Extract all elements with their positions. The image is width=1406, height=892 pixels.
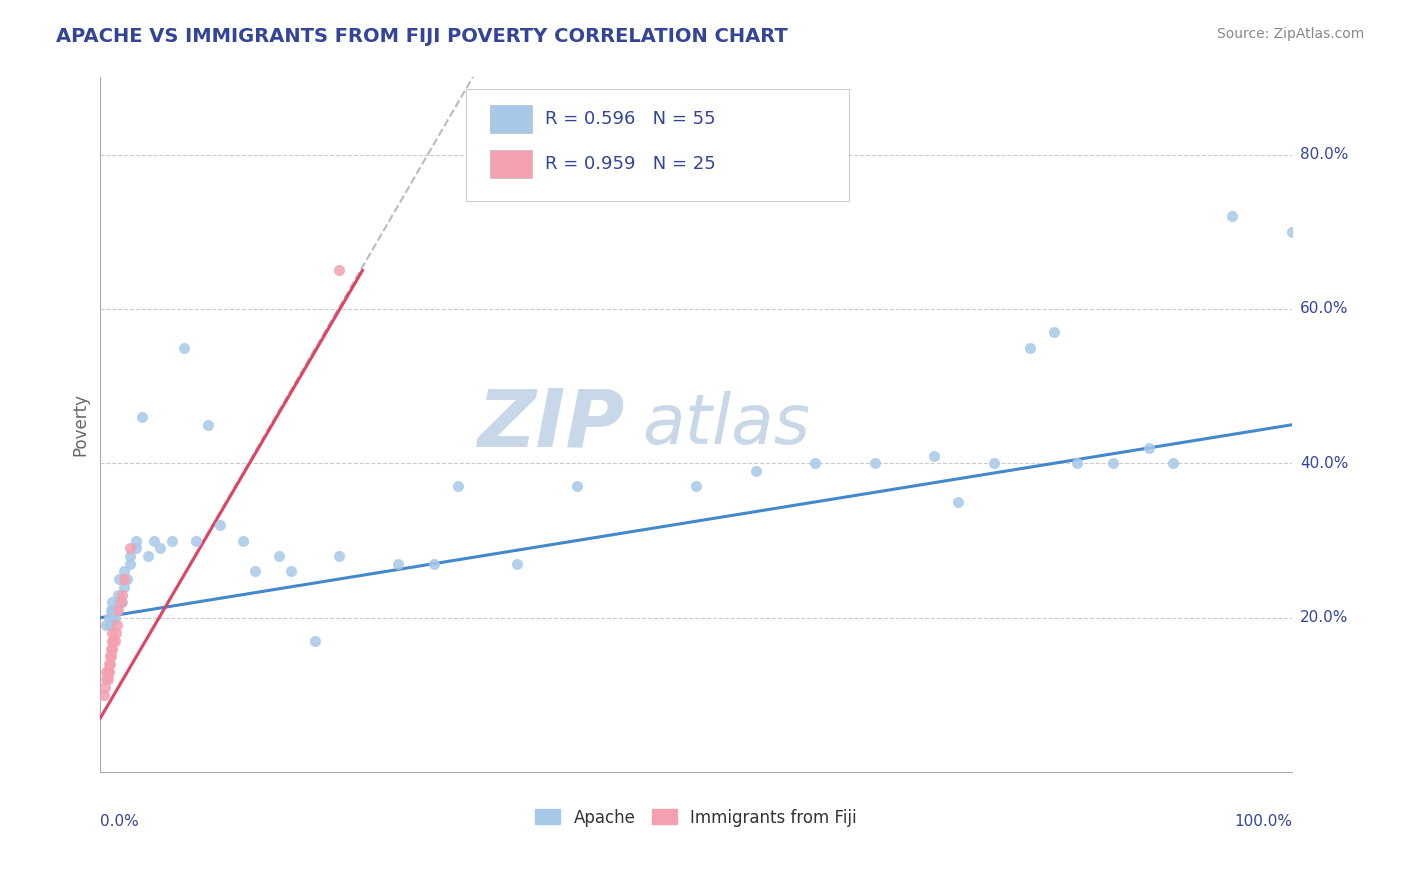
Point xyxy=(745,464,768,478)
Point xyxy=(97,657,120,671)
Point xyxy=(101,595,124,609)
Point xyxy=(387,557,409,571)
Point xyxy=(111,595,134,609)
Point xyxy=(208,518,231,533)
Point xyxy=(328,263,350,277)
Point xyxy=(983,456,1005,470)
Point xyxy=(125,541,148,556)
Point xyxy=(506,557,529,571)
Point xyxy=(245,565,267,579)
Text: ZIP: ZIP xyxy=(477,385,624,464)
Point xyxy=(112,565,135,579)
Point xyxy=(104,626,127,640)
Point xyxy=(120,541,142,556)
Text: 80.0%: 80.0% xyxy=(1301,147,1348,162)
Point xyxy=(131,410,153,425)
Point xyxy=(924,449,946,463)
Point xyxy=(160,533,183,548)
Point xyxy=(100,649,122,664)
Point xyxy=(94,680,117,694)
Point xyxy=(184,533,207,548)
Point xyxy=(101,603,124,617)
Point xyxy=(111,588,134,602)
Point xyxy=(104,633,127,648)
Point xyxy=(423,557,446,571)
Point xyxy=(1222,210,1244,224)
Point xyxy=(110,595,132,609)
Text: APACHE VS IMMIGRANTS FROM FIJI POVERTY CORRELATION CHART: APACHE VS IMMIGRANTS FROM FIJI POVERTY C… xyxy=(56,27,787,45)
Point xyxy=(685,479,707,493)
Point xyxy=(104,603,127,617)
Text: 60.0%: 60.0% xyxy=(1301,301,1348,317)
Point xyxy=(1137,441,1160,455)
Point xyxy=(149,541,172,556)
Text: Source: ZipAtlas.com: Source: ZipAtlas.com xyxy=(1216,27,1364,41)
Point xyxy=(93,688,115,702)
Point xyxy=(96,673,118,687)
Point xyxy=(107,588,129,602)
Point xyxy=(1102,456,1125,470)
Text: 20.0%: 20.0% xyxy=(1301,610,1348,625)
Point xyxy=(173,341,195,355)
Text: 0.0%: 0.0% xyxy=(100,814,139,829)
Point xyxy=(1018,341,1040,355)
Text: R = 0.959   N = 25: R = 0.959 N = 25 xyxy=(546,155,716,173)
Text: atlas: atlas xyxy=(643,392,810,458)
Point xyxy=(115,572,138,586)
Point xyxy=(107,595,129,609)
Text: 100.0%: 100.0% xyxy=(1234,814,1292,829)
Point xyxy=(1042,325,1064,339)
Point xyxy=(120,549,142,563)
Point xyxy=(280,565,302,579)
Point xyxy=(101,641,124,656)
FancyBboxPatch shape xyxy=(467,89,849,201)
Point xyxy=(948,495,970,509)
Point xyxy=(863,456,886,470)
Text: 40.0%: 40.0% xyxy=(1301,456,1348,471)
Point xyxy=(120,557,142,571)
Text: R = 0.596   N = 55: R = 0.596 N = 55 xyxy=(546,110,716,128)
Point xyxy=(105,618,128,632)
Point xyxy=(304,633,326,648)
Point xyxy=(1161,456,1184,470)
Point xyxy=(96,665,118,679)
Point xyxy=(100,641,122,656)
Point xyxy=(96,665,118,679)
Point xyxy=(98,649,121,664)
Point xyxy=(447,479,470,493)
Point xyxy=(96,618,118,632)
Point xyxy=(101,633,124,648)
Point xyxy=(103,633,125,648)
Point xyxy=(125,533,148,548)
Point xyxy=(98,657,121,671)
Point xyxy=(96,673,118,687)
FancyBboxPatch shape xyxy=(491,151,531,178)
Point xyxy=(112,572,135,586)
Point xyxy=(107,603,129,617)
Point xyxy=(565,479,588,493)
Y-axis label: Poverty: Poverty xyxy=(72,393,89,456)
Point xyxy=(197,417,219,432)
Point xyxy=(101,626,124,640)
Point xyxy=(143,533,166,548)
Point xyxy=(100,603,122,617)
Point xyxy=(136,549,159,563)
FancyBboxPatch shape xyxy=(491,105,531,133)
Point xyxy=(232,533,254,548)
Point xyxy=(104,610,127,624)
Point xyxy=(101,610,124,624)
Legend: Apache, Immigrants from Fiji: Apache, Immigrants from Fiji xyxy=(529,802,863,833)
Point xyxy=(97,610,120,624)
Point xyxy=(1066,456,1088,470)
Point xyxy=(112,580,135,594)
Point xyxy=(98,618,121,632)
Point xyxy=(804,456,827,470)
Point xyxy=(269,549,291,563)
Point xyxy=(108,572,131,586)
Point xyxy=(97,665,120,679)
Point xyxy=(1281,225,1303,239)
Point xyxy=(328,549,350,563)
